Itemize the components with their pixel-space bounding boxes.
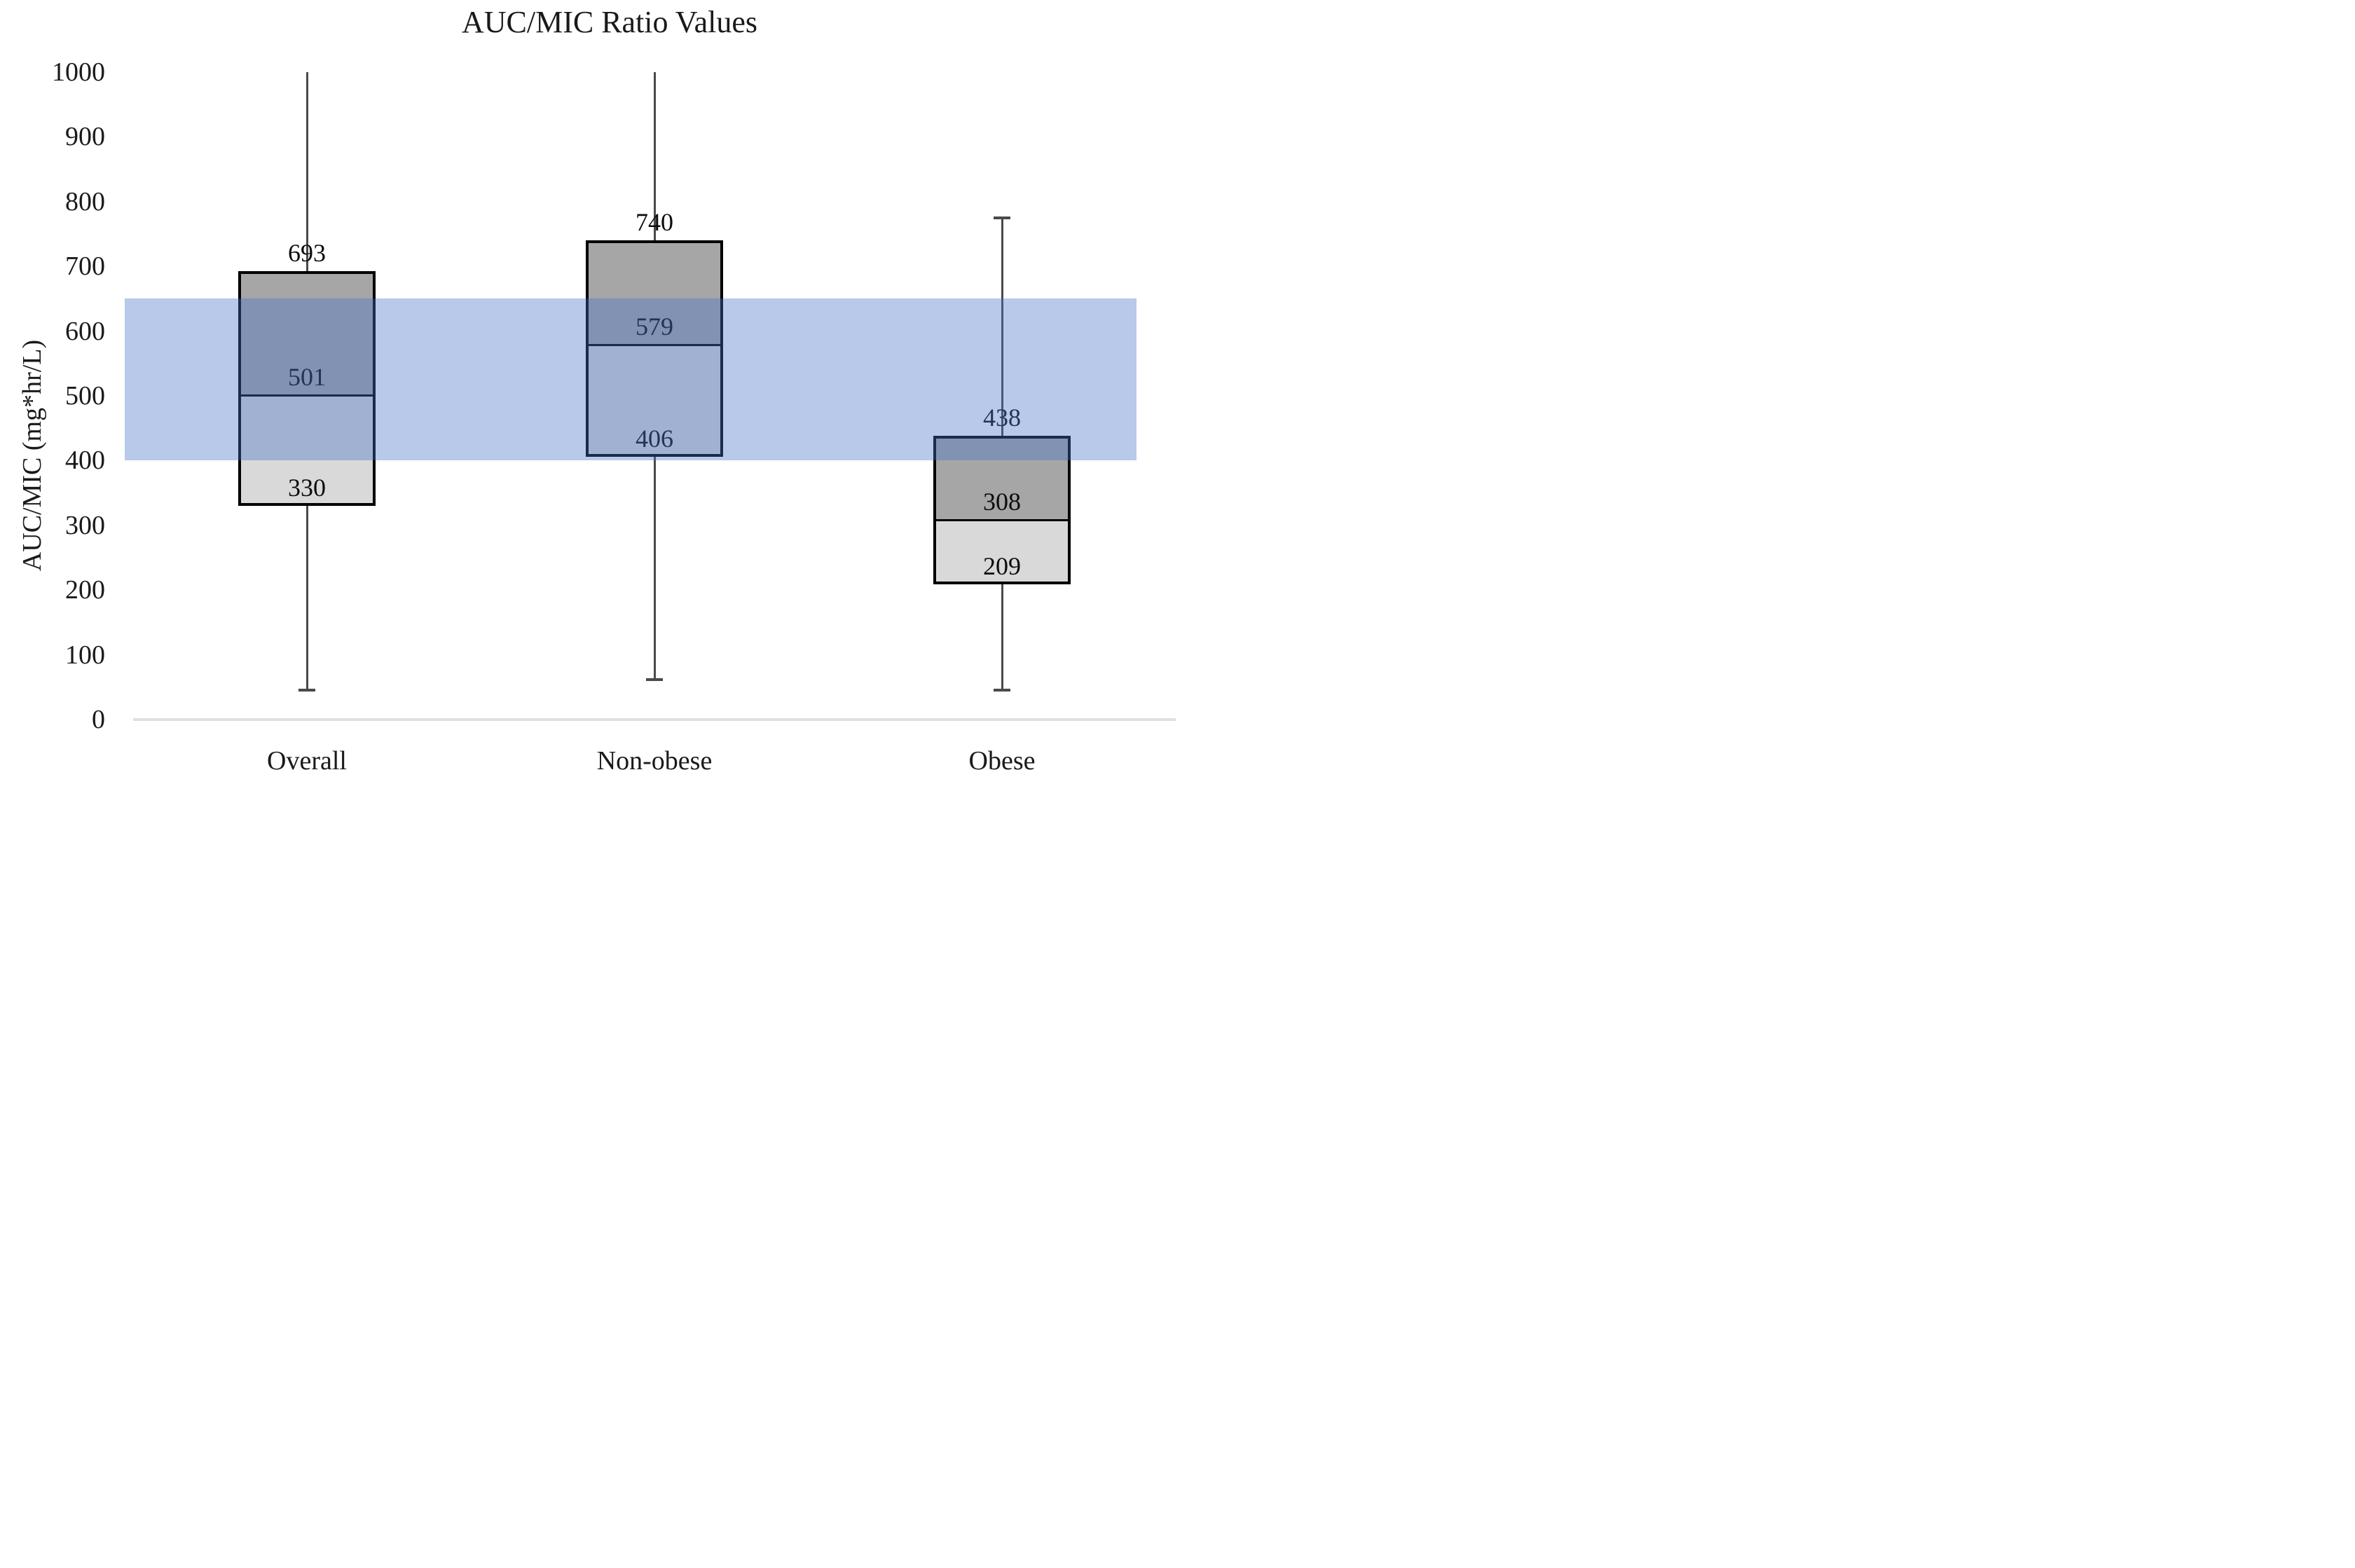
y-tick-label: 800 bbox=[65, 186, 105, 216]
y-tick-label: 500 bbox=[65, 381, 105, 411]
value-label-median: 308 bbox=[983, 488, 1021, 516]
box-q3-non-obese bbox=[586, 240, 723, 345]
median-line-non-obese bbox=[586, 343, 723, 346]
y-tick-label: 700 bbox=[65, 252, 105, 282]
value-label-median: 579 bbox=[636, 312, 673, 341]
whisker-bottom-cap bbox=[298, 689, 315, 692]
median-line-overall bbox=[238, 394, 376, 397]
value-label-q1: 209 bbox=[983, 551, 1021, 580]
value-label-q3: 740 bbox=[636, 208, 673, 237]
median-line-obese bbox=[933, 518, 1071, 521]
y-tick-label: 200 bbox=[65, 575, 105, 605]
category-label-obese: Obese bbox=[968, 746, 1036, 776]
value-label-q1: 330 bbox=[288, 474, 326, 502]
y-tick-label: 1000 bbox=[52, 57, 105, 87]
boxplot-chart: AUC/MIC Ratio Values AUC/MIC (mg*hr/L) 1… bbox=[0, 0, 1177, 784]
box-q3-obese bbox=[933, 436, 1071, 521]
value-label-q3: 693 bbox=[288, 238, 326, 267]
whisker-top-cap bbox=[994, 216, 1010, 219]
y-tick-label: 400 bbox=[65, 446, 105, 476]
box-q3-overall bbox=[238, 270, 376, 396]
y-tick-label: 900 bbox=[65, 122, 105, 152]
category-label-overall: Overall bbox=[267, 746, 347, 776]
y-tick-label: 300 bbox=[65, 510, 105, 540]
whisker-bottom-cap bbox=[994, 689, 1010, 692]
x-axis-zero-gridline bbox=[133, 718, 1176, 721]
box-q1-overall bbox=[238, 395, 376, 507]
category-label-non-obese: Non-obese bbox=[596, 746, 713, 776]
y-tick-label: 0 bbox=[92, 705, 105, 734]
value-label-q3: 438 bbox=[983, 404, 1021, 432]
box-q1-obese bbox=[933, 520, 1071, 584]
whisker-bottom-cap bbox=[646, 678, 663, 681]
y-tick-label: 100 bbox=[65, 640, 105, 670]
y-tick-label: 600 bbox=[65, 316, 105, 346]
box-q1-non-obese bbox=[586, 345, 723, 457]
chart-title: AUC/MIC Ratio Values bbox=[461, 5, 758, 39]
value-label-median: 501 bbox=[288, 363, 326, 392]
value-label-q1: 406 bbox=[636, 424, 673, 453]
